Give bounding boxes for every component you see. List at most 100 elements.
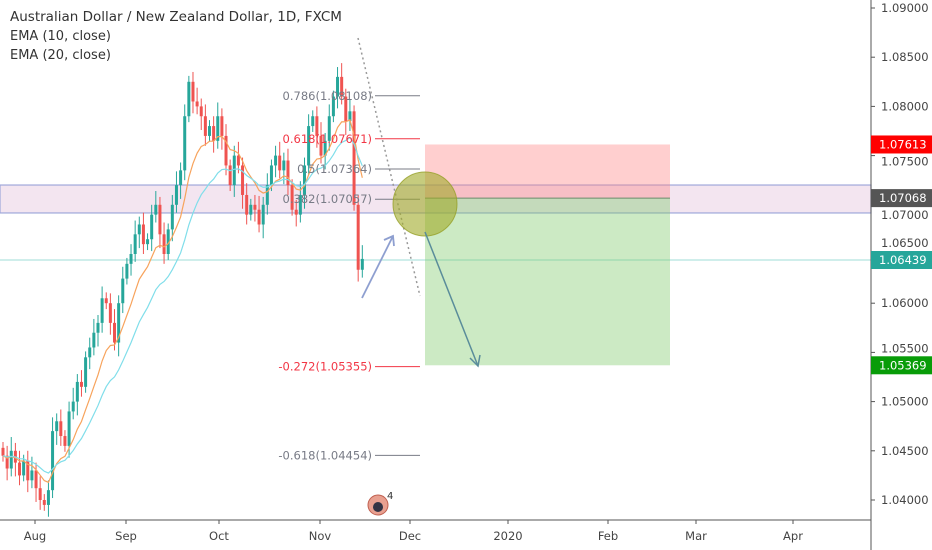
candle bbox=[38, 488, 42, 500]
down-arrow[interactable] bbox=[424, 231, 479, 367]
candle bbox=[129, 254, 133, 264]
candle bbox=[67, 411, 71, 446]
candle bbox=[236, 155, 240, 166]
candle bbox=[154, 204, 158, 215]
candle bbox=[113, 322, 117, 343]
candle bbox=[331, 96, 335, 117]
price-tick-label: 1.06500 bbox=[881, 236, 929, 250]
price-tick-label: 1.07000 bbox=[881, 208, 929, 222]
candle bbox=[104, 298, 108, 304]
dotted-trend-line[interactable] bbox=[357, 37, 421, 297]
candle bbox=[348, 111, 352, 122]
candle bbox=[46, 490, 50, 505]
time-tick-label: Dec bbox=[399, 529, 421, 543]
candle bbox=[71, 401, 75, 412]
price-tick-label: 1.06000 bbox=[881, 296, 929, 310]
price-tick-label: 1.04500 bbox=[881, 444, 929, 458]
candle bbox=[26, 460, 30, 481]
candle bbox=[9, 450, 13, 469]
time-tick-label: Feb bbox=[598, 529, 618, 543]
candle bbox=[220, 116, 224, 136]
price-tick-label: 1.08500 bbox=[881, 50, 929, 64]
candle bbox=[117, 303, 121, 343]
time-tick-label: Sep bbox=[115, 529, 137, 543]
price-tick-label: 1.05000 bbox=[881, 395, 929, 409]
candle bbox=[150, 214, 154, 240]
candle bbox=[195, 101, 199, 107]
candle bbox=[187, 81, 191, 117]
candle bbox=[42, 500, 46, 505]
ema20-label[interactable]: EMA (20, close) bbox=[10, 48, 111, 63]
candle bbox=[282, 160, 286, 171]
chart-legend: Australian Dollar / New Zealand Dollar, … bbox=[10, 8, 342, 65]
candle bbox=[199, 106, 203, 117]
candle bbox=[352, 111, 356, 205]
candle bbox=[84, 357, 88, 387]
up-arrow[interactable] bbox=[361, 235, 394, 299]
candle bbox=[228, 165, 232, 186]
candle bbox=[294, 209, 298, 215]
ema20-line[interactable] bbox=[2, 136, 363, 474]
time-tick-label: Mar bbox=[685, 529, 707, 543]
candle bbox=[137, 224, 141, 235]
candle bbox=[323, 140, 327, 156]
candle bbox=[356, 204, 360, 270]
candle bbox=[327, 116, 331, 141]
price-tag-label: 1.05369 bbox=[879, 358, 927, 372]
candle bbox=[162, 234, 166, 254]
candle bbox=[340, 76, 344, 97]
price-tag-label: 1.06439 bbox=[879, 253, 927, 267]
candle bbox=[158, 204, 162, 235]
candle bbox=[59, 421, 63, 437]
candle bbox=[121, 278, 125, 304]
candle bbox=[269, 165, 273, 186]
candle bbox=[360, 258, 364, 270]
candle bbox=[261, 204, 265, 225]
price-tag bbox=[871, 189, 932, 208]
highlight-circle[interactable] bbox=[392, 171, 458, 237]
candle bbox=[203, 116, 207, 136]
price-tick-label: 1.09000 bbox=[881, 1, 929, 15]
time-tick-label: Aug bbox=[24, 529, 46, 543]
candle bbox=[75, 381, 79, 402]
candle bbox=[100, 298, 104, 323]
candle bbox=[146, 239, 150, 245]
candle bbox=[290, 185, 294, 210]
candle bbox=[344, 96, 348, 122]
time-tick-label: Apr bbox=[783, 529, 803, 543]
fib-level-label: 0.5(1.07364) bbox=[297, 162, 372, 176]
candle bbox=[224, 135, 228, 166]
candle bbox=[166, 229, 170, 254]
candle bbox=[179, 170, 183, 186]
candle bbox=[278, 155, 282, 171]
price-tag bbox=[871, 135, 932, 154]
candle bbox=[253, 204, 257, 210]
candle bbox=[92, 332, 96, 348]
candle bbox=[141, 224, 145, 245]
fib-level-label: 0.382(1.07057) bbox=[283, 192, 372, 206]
price-tag-label: 1.07068 bbox=[879, 191, 927, 205]
fib-level-label: 0.786(1.08108) bbox=[283, 89, 372, 103]
price-tag bbox=[871, 251, 932, 270]
candle bbox=[51, 431, 55, 491]
candle bbox=[319, 135, 323, 156]
ema10-line[interactable] bbox=[2, 119, 363, 484]
candle bbox=[1, 447, 5, 456]
stop-loss-zone[interactable] bbox=[425, 144, 670, 199]
candle bbox=[55, 421, 59, 432]
candle bbox=[183, 116, 187, 171]
price-tag-label: 1.07613 bbox=[879, 137, 927, 151]
candle bbox=[307, 126, 311, 166]
candle bbox=[286, 160, 290, 186]
candle bbox=[315, 116, 319, 136]
candle bbox=[125, 263, 129, 279]
candle bbox=[336, 76, 340, 97]
take-profit-zone[interactable] bbox=[425, 198, 670, 366]
candle bbox=[63, 436, 67, 446]
candle bbox=[265, 185, 269, 205]
time-tick-label: Nov bbox=[309, 529, 332, 543]
candle bbox=[208, 126, 211, 136]
events-icon-inner bbox=[373, 502, 383, 512]
ema10-label[interactable]: EMA (10, close) bbox=[10, 29, 111, 44]
